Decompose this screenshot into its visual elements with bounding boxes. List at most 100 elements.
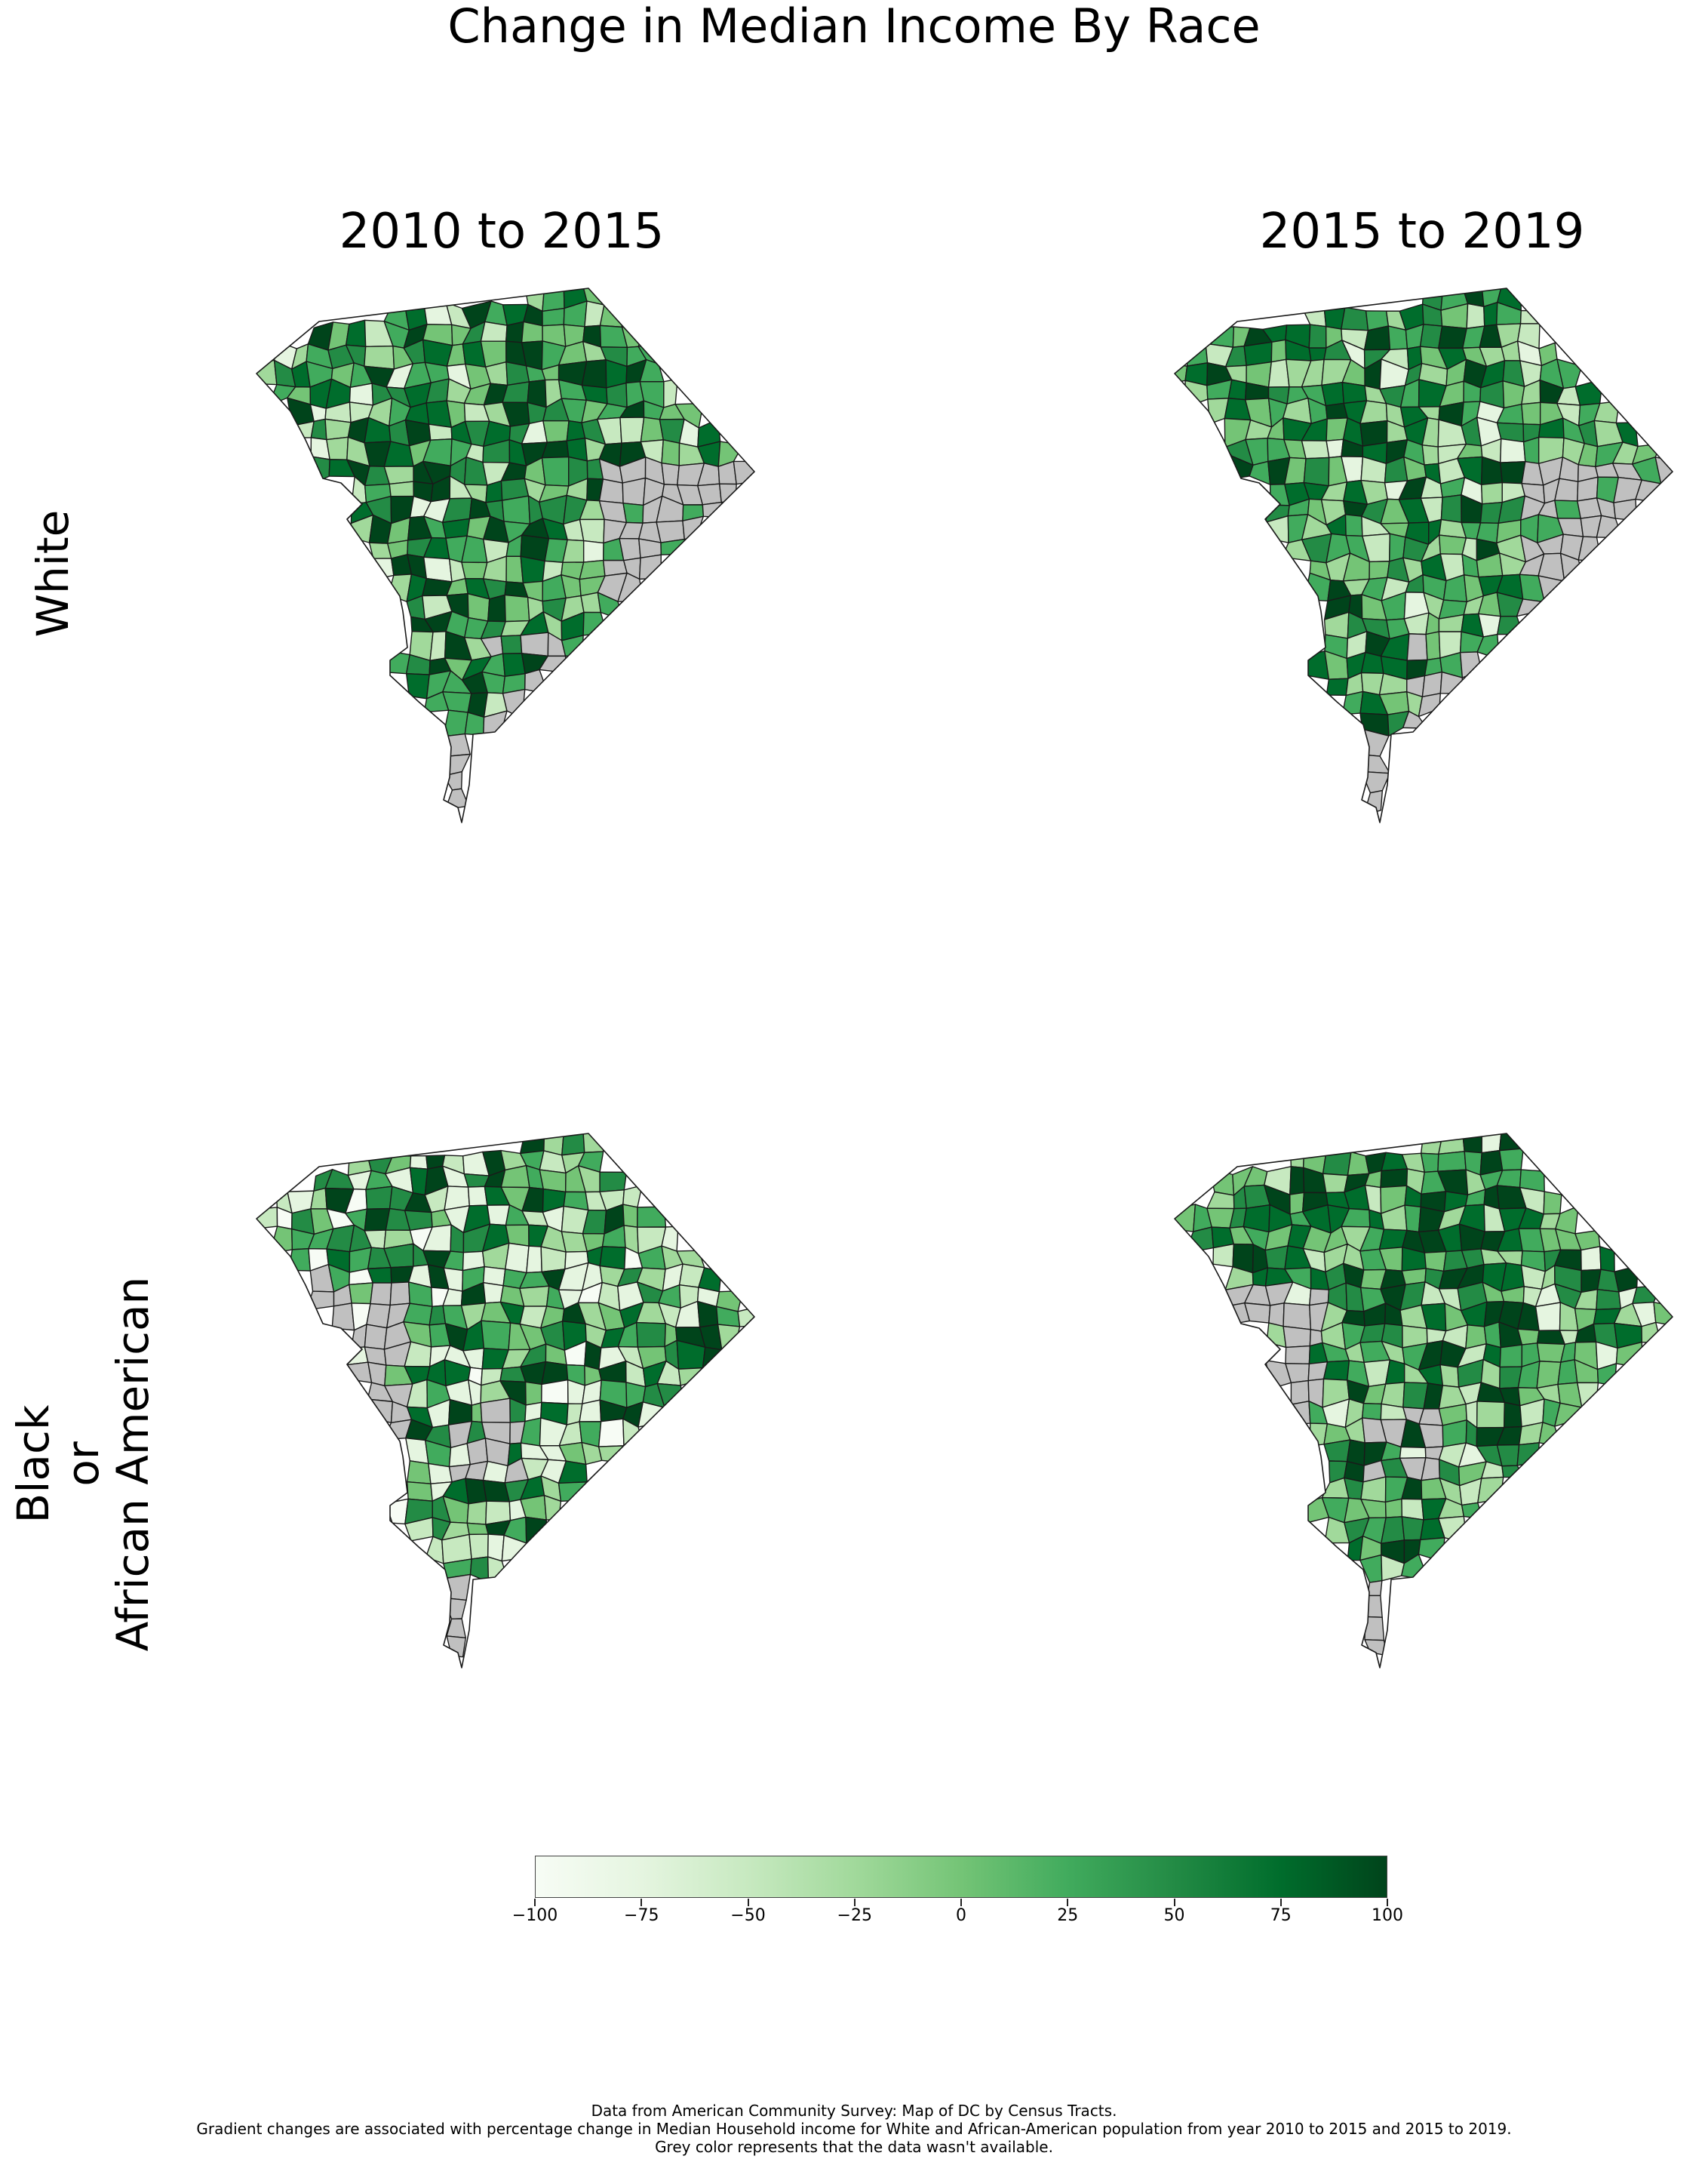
map-title: Change in Median Income By Race <box>447 0 1261 54</box>
census-tract <box>1404 1204 1421 1233</box>
census-tract <box>448 1443 471 1468</box>
census-tract <box>1303 457 1330 487</box>
colorbar-tick-mark <box>1173 1899 1175 1906</box>
census-tract <box>1290 1379 1310 1405</box>
census-tract <box>446 1635 466 1658</box>
census-tract <box>1538 1422 1562 1448</box>
dc-boundary <box>1174 288 1673 823</box>
census-tract <box>622 503 644 524</box>
census-tract <box>597 1418 625 1447</box>
colorbar-tick-label: −75 <box>624 1906 659 1925</box>
census-tract <box>504 594 530 623</box>
census-tract <box>467 1186 488 1207</box>
colorbar-tick-label: 50 <box>1163 1906 1185 1925</box>
census-tract <box>1384 1498 1403 1518</box>
census-tract <box>1301 306 1327 328</box>
census-tract <box>1440 494 1462 524</box>
census-tract <box>428 1462 453 1484</box>
census-tract <box>461 561 488 580</box>
tract-group <box>1175 288 1673 816</box>
census-tract <box>1499 1344 1523 1368</box>
census-tract <box>1439 1364 1460 1388</box>
colorbar-tick-mark <box>960 1899 962 1906</box>
census-tract <box>482 1460 508 1484</box>
colorbar <box>535 1856 1387 1898</box>
census-tract <box>1554 478 1579 502</box>
census-tract <box>519 1133 545 1155</box>
footer-line: Data from American Community Survey: Map… <box>591 2102 1117 2120</box>
census-tract <box>1577 536 1602 562</box>
census-tract <box>370 1282 392 1306</box>
census-tract <box>505 321 524 343</box>
census-tract <box>480 321 508 342</box>
row-title-black: Black or African American <box>8 1277 158 1652</box>
census-tract <box>1360 651 1384 674</box>
dc-boundary <box>256 288 755 823</box>
census-tract <box>581 359 607 389</box>
row-title-line: African American <box>107 1276 158 1652</box>
column-title-2010-2015: 2010 to 2015 <box>339 204 665 260</box>
census-tract <box>1283 1325 1312 1349</box>
census-tract <box>1387 325 1408 351</box>
census-tract <box>599 1171 628 1193</box>
census-tract <box>324 418 352 441</box>
census-tract <box>1581 1246 1602 1272</box>
census-tract <box>441 518 471 539</box>
census-tract <box>349 383 374 406</box>
census-tract <box>1369 561 1390 580</box>
census-tract <box>542 420 570 443</box>
census-tract <box>1326 438 1344 459</box>
census-tract <box>487 594 506 623</box>
census-tract <box>622 1204 638 1228</box>
census-tract <box>1399 1446 1427 1459</box>
census-tract <box>682 515 705 540</box>
census-tract <box>428 423 453 441</box>
census-tract <box>635 1321 666 1348</box>
census-tract <box>1321 381 1344 407</box>
census-tract <box>1322 1173 1349 1194</box>
census-tract <box>1498 1148 1524 1171</box>
census-tract <box>582 611 607 636</box>
census-tract <box>257 359 278 386</box>
census-tract <box>407 1460 432 1484</box>
tract-group <box>257 288 754 810</box>
row-title-white: White <box>27 510 78 638</box>
census-tract <box>422 556 453 583</box>
census-tract <box>1290 1401 1311 1425</box>
census-tract <box>1362 1402 1382 1421</box>
colorbar-tick-mark <box>1387 1899 1388 1906</box>
census-tract <box>677 1367 704 1386</box>
census-tract <box>1424 1250 1447 1272</box>
census-tract <box>364 345 395 370</box>
census-tract <box>1461 1133 1483 1154</box>
colorbar-tick-label: 25 <box>1057 1906 1079 1925</box>
census-tract <box>1209 1167 1235 1196</box>
colorbar-tick-label: 100 <box>1372 1906 1403 1925</box>
census-tract <box>619 537 641 561</box>
census-tract <box>598 478 624 504</box>
census-tract <box>349 1282 373 1305</box>
census-tract <box>1308 347 1327 361</box>
census-tract <box>441 1533 472 1564</box>
census-tract <box>579 518 605 544</box>
census-tract <box>525 1516 548 1544</box>
census-tract <box>367 558 395 582</box>
census-tract <box>383 466 414 485</box>
census-tract <box>269 1226 293 1254</box>
census-tract <box>1477 1476 1504 1504</box>
census-tract <box>389 481 414 497</box>
census-tract <box>345 1361 373 1383</box>
census-tract <box>1653 1301 1673 1327</box>
census-tract <box>331 1302 355 1331</box>
census-tract <box>599 1246 626 1270</box>
census-tract <box>1290 1152 1305 1169</box>
census-tract <box>1500 460 1526 484</box>
colorbar-tick-mark <box>534 1899 536 1906</box>
census-tract <box>1270 339 1287 363</box>
census-tract <box>542 307 565 327</box>
census-tract <box>582 540 604 563</box>
census-tract <box>425 1536 444 1564</box>
census-tract <box>1420 1152 1439 1173</box>
colorbar-tick-label: 0 <box>956 1906 966 1925</box>
census-tract <box>409 1155 429 1170</box>
